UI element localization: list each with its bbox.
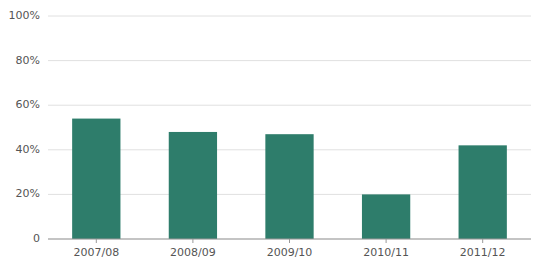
bar bbox=[459, 145, 507, 239]
x-tick bbox=[289, 239, 290, 243]
y-tick-label: 80% bbox=[16, 54, 40, 67]
x-tick bbox=[386, 239, 387, 243]
y-tick-labels: 0 20% 40% 60% 80% 100% bbox=[9, 9, 40, 245]
bar bbox=[265, 134, 313, 239]
chart: 020%40%60%80%100%2007/082008/092009/1020… bbox=[0, 0, 547, 271]
bars bbox=[72, 119, 507, 239]
x-tick-label: 2009/10 bbox=[267, 246, 313, 259]
y-tick-label: 100% bbox=[9, 9, 40, 22]
grid-line bbox=[48, 16, 531, 17]
x-tick-label: 2007/08 bbox=[73, 246, 119, 259]
x-axis: 2007/08 2008/09 2009/10 2010/11 2011/12 bbox=[48, 239, 531, 259]
y-tick-label: 40% bbox=[16, 143, 40, 156]
x-tick bbox=[96, 239, 97, 243]
bar bbox=[362, 194, 410, 239]
bar bbox=[169, 132, 217, 239]
x-tick-label: 2011/12 bbox=[460, 246, 506, 259]
y-grid bbox=[48, 16, 531, 239]
x-tick-label: 2008/09 bbox=[170, 246, 216, 259]
x-tick bbox=[192, 239, 193, 243]
grid-line bbox=[48, 60, 531, 61]
y-tick-label: 0 bbox=[33, 232, 40, 245]
grid-line bbox=[48, 105, 531, 106]
y-tick-label: 20% bbox=[16, 187, 40, 200]
chart-container: 020%40%60%80%100%2007/082008/092009/1020… bbox=[0, 0, 547, 271]
bar bbox=[72, 119, 120, 239]
x-tick-label: 2010/11 bbox=[363, 246, 409, 259]
y-tick-label: 60% bbox=[16, 98, 40, 111]
x-tick bbox=[482, 239, 483, 243]
